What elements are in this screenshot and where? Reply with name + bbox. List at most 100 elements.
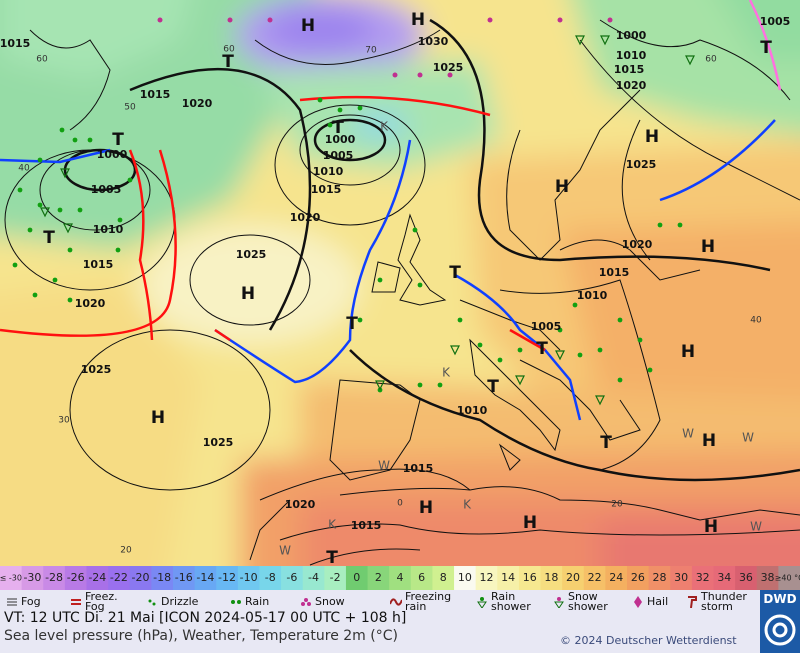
legend-item: Snow shower [553,591,614,613]
colorbar-cell [21,566,44,590]
colorbar-label: 18 [544,571,558,584]
legend-icon [7,598,17,606]
weather-dot [557,327,563,333]
isobar-label: 1020 [622,238,653,251]
legend-item: Thunder storm [686,591,761,613]
shower-symbol [60,168,70,179]
colorbar-label: -26 [67,571,85,584]
legend-label: Rain shower [491,590,531,613]
center: T [487,377,499,397]
shower-symbol [575,35,585,46]
colorbar-label: 12 [479,571,493,584]
shower-symbol [515,375,525,386]
temperature-label: 0 [397,499,403,509]
isobar-label: 1015 [140,88,171,101]
center: H [645,127,659,147]
legend-icon [71,599,81,605]
isobar-label: 1005 [323,149,354,162]
temperature-label: 60 [705,55,717,65]
colorbar-label: ≤ -30 [0,574,22,583]
map-labels: 1015101510201000100510101015102010251025… [0,10,790,566]
weather-dot [617,317,623,323]
colorbar-cell [389,566,412,590]
isobar-label: 1025 [626,158,657,171]
weather-dot [357,105,363,111]
shower-symbol [685,55,695,66]
weather-dot [437,382,443,388]
weather-dot [59,127,65,133]
isobar-label: 1010 [93,223,124,236]
isobar-label: 1010 [616,49,647,62]
colorbar-label: -2 [330,571,341,584]
colorbar-cell [540,566,563,590]
shower-symbol [375,380,385,391]
colorbar-cell [713,566,736,590]
weather-dot [477,342,483,348]
legend-icon [688,596,697,608]
center: H [241,284,255,304]
colorbar-cell [86,566,109,590]
legend-label: Thunder storm [701,590,747,613]
isobar-label: 1025 [236,248,267,261]
isobar-label: 1020 [75,297,106,310]
weather-symbols [12,17,695,406]
legend-label: Snow shower [568,590,608,613]
isobar-label: 1015 [403,462,434,475]
temperature-label: 50 [124,103,136,113]
colorbar-label: 28 [652,571,666,584]
isobar-label: 1010 [457,404,488,417]
colorbar-cell [324,566,347,590]
temperature-label: 70 [365,46,377,56]
colorbar-cell [172,566,196,590]
weather-dot [572,302,578,308]
colorbar-label: 24 [609,571,623,584]
center: T [760,38,772,58]
colorbar-label: -24 [88,571,106,584]
snow-symbol [607,17,613,23]
center: T [536,339,548,359]
center: H [681,342,695,362]
isobar-label: 1020 [182,97,213,110]
colorbar-label: 16 [523,571,537,584]
colorbar: ≤ -30 -30 -28 -26 -24 -22 -20 -18 -16 -14 -12 -10 -8… [0,566,800,590]
weather-dot [67,297,73,303]
shower-symbol [595,395,605,406]
colorbar-cell [778,566,800,590]
colorbar-cell [454,566,477,590]
weather-dot [497,357,503,363]
colorbar-label: 34 [717,571,731,584]
colorbar-label: 22 [588,571,602,584]
isobar-label: 1005 [91,183,122,196]
weather-dot [117,217,123,223]
colorbar-cell [648,566,671,590]
colorbar-cell [259,566,282,590]
weather-dot [412,227,418,233]
weather-dot [337,107,343,113]
colorbar-label: 38 [761,571,775,584]
isobar-label: 1015 [0,37,30,50]
legend-item: Freezing rain [390,591,455,613]
other-label: K [442,366,451,380]
logo-text: DWD [763,592,797,606]
temperature-label: 20 [611,500,623,510]
weather-dot [57,207,63,213]
shower-symbol [600,35,610,46]
colorbar-label: 30 [674,571,688,584]
isobar-label: 1005 [531,320,562,333]
isobar-label: 1020 [616,79,647,92]
colorbar-cell [237,566,260,590]
colorbar-cell [410,566,433,590]
weather-dot [637,337,643,343]
description: Sea level pressure (hPa), Weather, Tempe… [4,628,398,644]
legend-label: Fog [21,595,41,608]
weather-dot [32,292,38,298]
legend-label: Drizzle [161,595,199,608]
weather-dot [27,227,33,233]
temperature-label: 60 [223,45,235,55]
colorbar-label: -8 [265,571,276,584]
center: T [326,548,338,566]
center: H [301,16,315,36]
center: H [704,517,718,537]
colorbar-cell [108,566,131,590]
